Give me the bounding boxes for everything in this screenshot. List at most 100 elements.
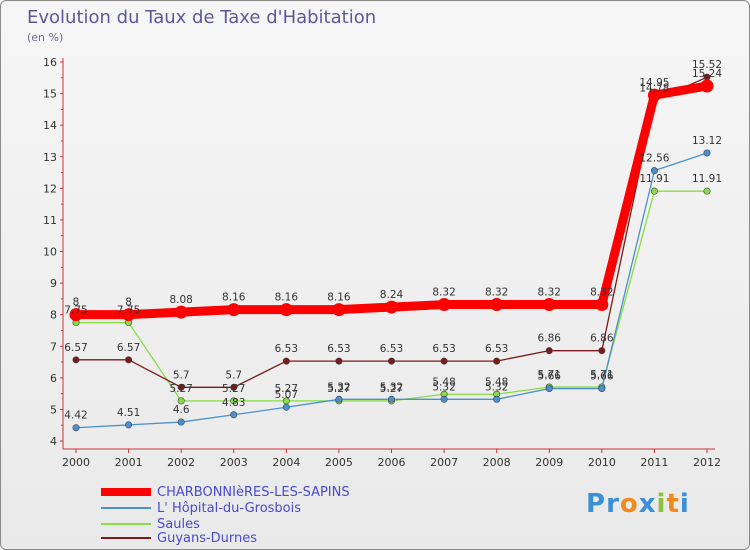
y-tick-label: 10 [43,246,57,259]
x-tick-label: 2012 [693,456,721,469]
data-label: 5.48 [432,376,455,388]
data-label: 5.7 [173,369,190,381]
logo-letter: r [606,489,620,519]
data-label: 5.32 [327,381,350,393]
data-label: 5.27 [169,383,192,395]
data-point [598,385,606,393]
data-label: 5.07 [275,389,298,401]
y-tick-label: 9 [50,277,57,290]
data-label: 8 [125,297,132,309]
data-point [647,88,661,102]
data-label: 7.75 [64,305,87,317]
data-label: 5.32 [485,381,508,393]
data-label: 5.27 [380,383,403,395]
data-point [650,187,658,195]
data-point [703,149,711,157]
data-point [279,303,293,317]
data-label: 8.24 [380,289,404,301]
legend-item-charbonnieres: CHARBONNIèRES-LES-SAPINS [101,484,350,500]
data-point [230,383,238,391]
legend-label: Guyans-Durnes [157,530,258,546]
y-tick-label: 4 [50,435,57,448]
legend-item-saules: Saules [101,517,200,532]
data-point [385,300,398,314]
legend-swatch [101,507,151,509]
data-label: 5.27 [222,383,245,395]
legend-swatch [101,537,151,539]
data-label: 13.12 [692,135,722,147]
data-label: 5.48 [485,376,508,388]
x-tick-label: 2000 [62,456,90,469]
x-tick-label: 2008 [483,456,511,469]
data-label: 14.78 [639,83,669,95]
data-point [650,167,658,175]
x-tick-label: 2007 [430,456,458,469]
data-label: 6.86 [590,333,614,345]
data-label: 8.32 [590,287,613,299]
data-point [282,357,290,365]
data-label: 8 [73,297,80,309]
y-tick-label: 14 [43,119,57,132]
data-point [125,356,133,364]
proxiti-logo: Proxiti [586,489,690,519]
data-label: 6.53 [485,343,508,355]
data-point [700,79,714,93]
data-point [332,303,346,317]
data-label: 5.66 [538,371,562,383]
x-tick-label: 2001 [115,456,143,469]
logo-letter: i [656,489,667,519]
data-point [335,395,343,403]
data-point [174,305,188,319]
data-label: 8.16 [222,292,246,304]
chart-title: Evolution du Taux de Taxe d'Habitation [27,7,377,28]
y-tick-label: 6 [50,372,57,385]
data-label: 8.08 [169,294,192,306]
data-point [282,403,290,411]
data-label: 6.86 [538,333,562,345]
data-label: 4.6 [173,404,190,416]
y-tick-label: 12 [43,182,57,195]
logo-letter: t [666,489,680,519]
data-label: 8.32 [432,287,455,299]
data-point [230,397,238,405]
data-point [72,356,80,364]
x-tick-label: 2010 [588,456,616,469]
data-point [177,383,185,391]
y-tick-label: 5 [50,403,57,416]
data-point [72,424,80,432]
data-label: 11.91 [692,173,722,185]
x-tick-label: 2004 [272,456,300,469]
data-label: 8.32 [538,287,561,299]
legend-item-guyans: Guyans-Durnes [101,530,258,546]
legend-swatch [101,523,151,525]
data-point [595,298,609,312]
data-point [545,385,553,393]
data-label: 8.16 [275,292,299,304]
data-point [230,411,238,419]
y-tick-label: 16 [43,56,57,69]
x-tick-label: 2011 [640,456,668,469]
data-label: 15.52 [692,59,722,71]
logo-letter: P [586,489,607,519]
data-point [703,187,711,195]
data-label: 6.53 [327,343,350,355]
data-point [227,303,241,317]
legend-label: CHARBONNIèRES-LES-SAPINS [157,484,350,500]
data-label: 5.71 [590,369,613,381]
data-point [177,397,185,405]
data-point [122,308,136,322]
y-tick-label: 7 [50,340,57,353]
data-label: 6.53 [380,343,403,355]
data-point [598,347,606,355]
x-tick-label: 2006 [378,456,406,469]
data-point [437,298,451,312]
data-label: 5.32 [432,381,455,393]
data-label: 8.32 [485,287,508,299]
data-point [177,418,185,426]
data-point [69,308,83,322]
data-label: 11.91 [639,173,669,185]
logo-letter: x [638,489,657,519]
data-point [542,298,556,312]
